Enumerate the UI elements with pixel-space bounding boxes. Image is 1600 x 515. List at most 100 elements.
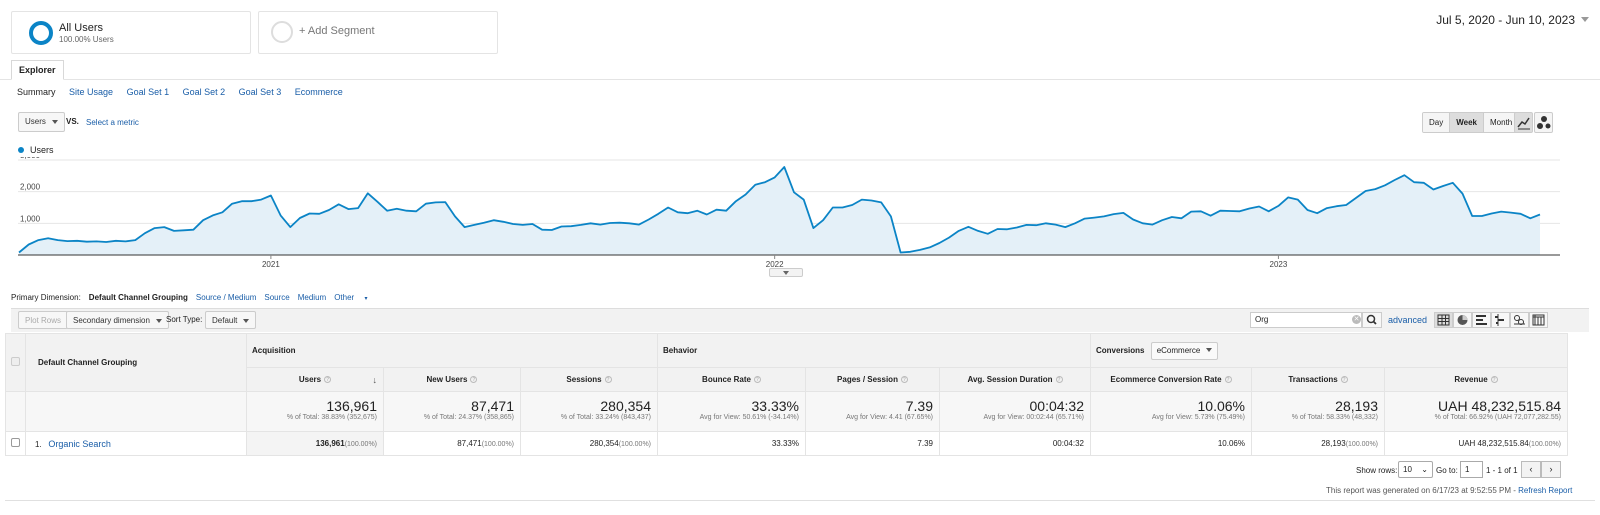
row-checkbox[interactable] bbox=[11, 438, 20, 447]
col-bounce-rate[interactable]: Bounce Rate? bbox=[657, 367, 806, 392]
x-tick-label: 2021 bbox=[262, 260, 280, 269]
col-users[interactable]: Users? ↓ bbox=[246, 367, 384, 392]
total-cell: 136,961% of Total: 38.83% (352,675) bbox=[246, 391, 384, 432]
total-note: Avg for View: 4.41 (67.65%) bbox=[846, 414, 933, 421]
help-icon[interactable]: ? bbox=[1340, 376, 1348, 384]
refresh-report-link[interactable]: Refresh Report bbox=[1518, 486, 1573, 495]
x-tick-label: 2022 bbox=[766, 260, 784, 269]
row-revenue-pct: (100.00%) bbox=[1528, 441, 1562, 448]
empty-segment-ring-icon bbox=[271, 21, 293, 43]
subtab-summary[interactable]: Summary bbox=[17, 87, 56, 97]
col-avg-duration-label: Avg. Session Duration bbox=[967, 375, 1053, 384]
caret-down-icon bbox=[783, 271, 789, 275]
row-revenue-cell: UAH 48,232,515.84(100.00%) bbox=[1383, 431, 1569, 456]
chevron-down-icon bbox=[155, 318, 162, 323]
col-avg-duration[interactable]: Avg. Session Duration? bbox=[939, 367, 1091, 392]
row-users-value: 136,961 bbox=[315, 439, 345, 448]
subtab-goal-set-2[interactable]: Goal Set 2 bbox=[182, 87, 226, 97]
granularity-toggle: Day Week Month bbox=[1422, 112, 1520, 133]
dimension-other[interactable]: Other ▾ bbox=[334, 293, 375, 302]
add-segment-button[interactable]: + Add Segment bbox=[258, 11, 498, 54]
row-new-users-pct: (100.00%) bbox=[481, 441, 514, 448]
chevron-left-icon: ‹ bbox=[1529, 464, 1533, 474]
row-sessions-value: 280,354 bbox=[589, 439, 619, 448]
subtab-ecommerce[interactable]: Ecommerce bbox=[294, 87, 343, 97]
col-transactions[interactable]: Transactions? bbox=[1251, 367, 1385, 392]
help-icon[interactable]: ? bbox=[604, 376, 612, 384]
legend-users-label: Users bbox=[30, 145, 54, 155]
date-range-picker[interactable]: Jul 5, 2020 - Jun 10, 2023 bbox=[1436, 13, 1575, 27]
row-channel-link[interactable]: Organic Search bbox=[48, 438, 111, 449]
dimension-medium[interactable]: Medium bbox=[297, 293, 327, 302]
sort-desc-icon[interactable]: ↓ bbox=[372, 375, 378, 385]
select-all-cell bbox=[5, 333, 26, 392]
view-table-button[interactable] bbox=[1434, 312, 1453, 328]
subtab-site-usage[interactable]: Site Usage bbox=[69, 87, 114, 97]
prev-page-button[interactable]: ‹ bbox=[1521, 461, 1541, 478]
help-icon[interactable]: ? bbox=[753, 376, 761, 384]
help-icon[interactable]: ? bbox=[324, 376, 332, 384]
search-button[interactable] bbox=[1362, 312, 1382, 328]
select-metric-link[interactable]: Select a metric bbox=[86, 118, 139, 127]
tab-explorer[interactable]: Explorer bbox=[11, 60, 64, 80]
col-pages-session[interactable]: Pages / Session? bbox=[805, 367, 940, 392]
help-icon[interactable]: ? bbox=[1224, 376, 1232, 384]
line-chart-button[interactable] bbox=[1514, 112, 1533, 133]
subtab-goal-set-1[interactable]: Goal Set 1 bbox=[126, 87, 170, 97]
row-sessions-cell: 280,354(100.00%) bbox=[520, 431, 658, 456]
search-icon bbox=[1366, 314, 1377, 325]
advanced-filter-link[interactable]: advanced bbox=[1388, 315, 1428, 325]
dimension-source[interactable]: Source bbox=[264, 293, 290, 302]
subtab-goal-set-3[interactable]: Goal Set 3 bbox=[238, 87, 282, 97]
total-cell: 10.06% Avg for View: 5.73% (75.49%) bbox=[1090, 391, 1252, 432]
total-cell: 28,193% of Total: 58.33% (48,332) bbox=[1251, 391, 1385, 432]
totals-empty-cell bbox=[25, 391, 247, 432]
select-all-checkbox[interactable] bbox=[11, 357, 20, 366]
chart-resize-handle[interactable] bbox=[769, 268, 803, 277]
col-new-users[interactable]: New Users? bbox=[383, 367, 521, 392]
view-comparison-button[interactable] bbox=[1491, 312, 1510, 328]
dimension-source-medium[interactable]: Source / Medium bbox=[195, 293, 257, 302]
next-page-button[interactable]: › bbox=[1541, 461, 1561, 478]
sort-type-dropdown[interactable]: Default bbox=[205, 311, 257, 329]
conversion-type-dropdown[interactable]: eCommerce bbox=[1150, 341, 1219, 360]
dimension-header[interactable]: Default Channel Grouping bbox=[25, 333, 247, 392]
goto-page-input[interactable]: 1 bbox=[1460, 461, 1483, 478]
view-pivot-button[interactable] bbox=[1529, 312, 1548, 328]
help-icon[interactable]: ? bbox=[900, 376, 908, 384]
group-acquisition: Acquisition bbox=[246, 333, 658, 368]
granularity-month-button[interactable]: Month bbox=[1484, 113, 1519, 132]
col-sessions[interactable]: Sessions? bbox=[520, 367, 658, 392]
total-cell: 280,354% of Total: 33.24% (843,437) bbox=[520, 391, 658, 432]
col-users-label: Users bbox=[298, 375, 322, 384]
motion-chart-button[interactable] bbox=[1534, 112, 1553, 133]
metric-dropdown[interactable]: Users bbox=[18, 112, 65, 132]
help-icon[interactable]: ? bbox=[1490, 376, 1498, 384]
total-note: % of Total: 58.33% (48,332) bbox=[1291, 414, 1378, 421]
view-pie-button[interactable] bbox=[1453, 312, 1472, 328]
totals-empty-cell bbox=[5, 391, 26, 432]
granularity-day-button[interactable]: Day bbox=[1423, 113, 1451, 132]
col-revenue[interactable]: Revenue? bbox=[1383, 367, 1569, 392]
row-dimension-cell: 1. Organic Search bbox=[25, 431, 247, 456]
clear-search-icon[interactable]: ✕ bbox=[1352, 315, 1361, 324]
row-select-cell bbox=[5, 431, 26, 456]
show-rows-select[interactable]: 10 ⌄ bbox=[1398, 461, 1433, 478]
report-generated-text: This report was generated on 6/17/23 at … bbox=[1326, 486, 1519, 495]
granularity-week-button[interactable]: Week bbox=[1450, 113, 1484, 132]
help-icon[interactable]: ? bbox=[1055, 376, 1063, 384]
row-avg-duration: 00:04:32 bbox=[939, 431, 1091, 456]
table-row: 1. Organic Search 136,961(100.00%) 87,47… bbox=[5, 431, 1569, 456]
users-area-chart[interactable]: 1,000 2,000 3,000 2021 2022 2023 bbox=[0, 157, 1560, 269]
view-term-cloud-button[interactable] bbox=[1510, 312, 1529, 328]
help-icon[interactable]: ? bbox=[470, 376, 478, 384]
segment-all-users[interactable]: All Users 100.00% Users bbox=[11, 11, 251, 54]
secondary-dimension-dropdown[interactable]: Secondary dimension bbox=[66, 311, 169, 329]
view-performance-button[interactable] bbox=[1472, 312, 1491, 328]
plot-rows-button[interactable]: Plot Rows bbox=[18, 311, 69, 329]
col-conv-rate[interactable]: Ecommerce Conversion Rate? bbox=[1090, 367, 1252, 392]
date-range-caret-icon[interactable] bbox=[1581, 17, 1589, 22]
table-search-input[interactable]: Org bbox=[1250, 312, 1362, 328]
y-tick-label: 2,000 bbox=[20, 183, 41, 192]
chevron-down-icon: ⌄ bbox=[1421, 465, 1428, 474]
